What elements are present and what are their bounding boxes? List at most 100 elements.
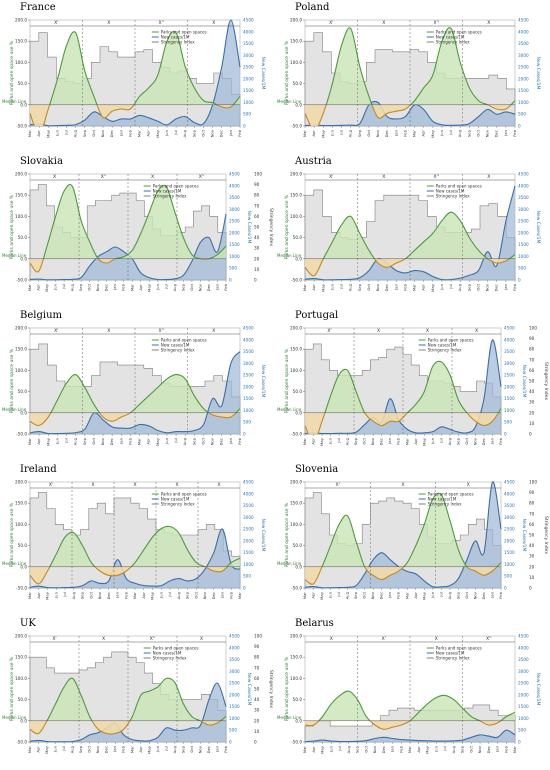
chart-poland: X' X X'' X -50.0 0.0 50.0 100.0 150.0 200.0 Parks … bbox=[277, 18, 541, 138]
legend-label-parks: Parks and open spaces bbox=[161, 30, 207, 35]
x-tick-label: Sep bbox=[455, 591, 460, 599]
cases-tick-label: 2000 bbox=[518, 692, 529, 697]
x-tick-label: Apr bbox=[311, 592, 316, 599]
cases-tick-label: 0 bbox=[518, 740, 521, 745]
x-tick-label: Aug bbox=[176, 591, 181, 599]
phase-label: X bbox=[212, 20, 215, 26]
legend-label-cases: New cases/1M bbox=[436, 651, 465, 656]
cases-tick-label: 1500 bbox=[243, 550, 254, 555]
x-tick-label: Sep bbox=[82, 437, 87, 445]
cases-tick-label: 2500 bbox=[243, 373, 254, 378]
stringency-tick-label: 40 bbox=[529, 389, 535, 394]
left-tick-label: 100.0 bbox=[15, 60, 27, 65]
stringency-tick-label: 80 bbox=[529, 347, 535, 352]
x-tick-label: Jun bbox=[328, 745, 333, 753]
cases-axis-title: New Cases/1M bbox=[535, 673, 541, 706]
x-tick-label: Apr bbox=[36, 284, 41, 291]
phase-label: X' bbox=[49, 482, 53, 488]
left-tick-label: 50.0 bbox=[18, 543, 28, 548]
cases-tick-label: 4500 bbox=[504, 480, 515, 485]
stringency-axis-title: Stringency Index bbox=[268, 208, 274, 246]
left-tick-label: 50.0 bbox=[18, 389, 28, 394]
cases-area bbox=[305, 185, 515, 280]
parks-area-negative bbox=[30, 412, 237, 426]
cases-tick-label: 1000 bbox=[518, 716, 529, 721]
stringency-tick-label: 100 bbox=[254, 634, 262, 639]
phase-label: X bbox=[330, 636, 333, 642]
parks-area-positive bbox=[30, 31, 240, 105]
left-tick-label: 200.0 bbox=[15, 326, 27, 331]
left-tick-label: 0.0 bbox=[295, 256, 302, 261]
legend-label-stringency: Stringency Index bbox=[436, 40, 470, 45]
x-tick-label: Aug bbox=[172, 745, 177, 753]
median-line-label: Median Line bbox=[2, 407, 27, 412]
x-tick-label: Jul bbox=[173, 130, 178, 136]
x-tick-label: Mar bbox=[404, 592, 409, 600]
x-tick-label: Sep bbox=[191, 129, 196, 137]
x-tick-label: Aug bbox=[451, 745, 456, 753]
country-title: Slovenia bbox=[295, 464, 339, 475]
x-tick-label: Oct bbox=[362, 438, 367, 445]
stringency-tick-label: 40 bbox=[254, 697, 260, 702]
x-tick-label: May bbox=[319, 591, 324, 600]
left-axis-title: Parks and open space use % bbox=[9, 40, 15, 105]
stringency-tick-label: 10 bbox=[254, 267, 260, 272]
x-tick-label: Apr bbox=[311, 130, 316, 137]
x-tick-label: Jan bbox=[393, 129, 398, 136]
x-tick-label: Jul bbox=[167, 592, 172, 598]
x-tick-label: Oct bbox=[91, 130, 96, 137]
cases-tick-label: 3500 bbox=[518, 195, 529, 200]
x-tick-label: Jun bbox=[164, 437, 169, 445]
x-tick-label: Feb bbox=[121, 283, 126, 290]
x-tick-label: Mar bbox=[129, 284, 134, 292]
x-tick-label: Jul bbox=[438, 438, 443, 444]
cases-area bbox=[30, 351, 240, 434]
x-tick-label: Sep bbox=[353, 591, 358, 599]
cases-tick-label: 3000 bbox=[229, 207, 240, 212]
cases-tick-label: 2000 bbox=[504, 384, 515, 389]
x-tick-label: Jan bbox=[503, 283, 508, 290]
x-tick-label: Apr bbox=[36, 746, 41, 753]
parks-series-line bbox=[49, 30, 240, 105]
x-tick-label: Oct bbox=[193, 592, 198, 599]
phase-label: X'' bbox=[159, 20, 165, 26]
left-tick-label: 100.0 bbox=[15, 368, 27, 373]
x-tick-label: Apr bbox=[138, 284, 143, 291]
x-tick-label: Oct bbox=[87, 284, 92, 291]
x-tick-label: Feb bbox=[512, 129, 517, 136]
x-tick-label: Jan bbox=[215, 283, 220, 290]
x-tick-label: Aug bbox=[182, 129, 187, 137]
left-tick-label: -50.0 bbox=[291, 124, 302, 129]
stringency-tick-label: 70 bbox=[529, 511, 535, 516]
x-tick-label: Sep bbox=[78, 745, 83, 753]
stringency-tick-label: 30 bbox=[254, 246, 260, 251]
x-tick-label: Nov bbox=[477, 745, 482, 753]
cases-tick-label: 3000 bbox=[243, 515, 254, 520]
chart-austria: X' X X'' X -50.0 0.0 50.0 100.0 150.0 200.0 Parks … bbox=[277, 172, 541, 292]
x-tick-label: Jun bbox=[53, 745, 58, 753]
x-tick-label: Oct bbox=[201, 130, 206, 137]
x-tick-label: Dec bbox=[379, 592, 384, 599]
phase-label: X bbox=[426, 328, 429, 334]
cases-tick-label: 3500 bbox=[504, 503, 515, 508]
x-tick-label: Aug bbox=[346, 745, 351, 753]
x-tick-label: May bbox=[425, 745, 430, 754]
x-tick-label: Aug bbox=[172, 283, 177, 291]
stringency-tick-label: 0 bbox=[254, 740, 257, 745]
x-tick-label: Nov bbox=[485, 129, 490, 137]
x-tick-label: Jul bbox=[336, 438, 341, 444]
left-tick-label: 100.0 bbox=[15, 522, 27, 527]
x-tick-label: Jul bbox=[173, 438, 178, 444]
stringency-tick-label: 20 bbox=[529, 410, 535, 415]
legend-label-parks: Parks and open spaces bbox=[153, 646, 199, 651]
x-tick-label: Sep bbox=[355, 745, 360, 753]
phase-label: X bbox=[217, 482, 220, 488]
x-tick-label: Mar bbox=[412, 284, 417, 292]
x-tick-label: May bbox=[421, 437, 426, 446]
stringency-axis-title: Stringency Index bbox=[543, 516, 549, 554]
x-tick-label: Feb bbox=[127, 129, 132, 136]
phase-label: X bbox=[151, 174, 154, 180]
cases-tick-label: 2000 bbox=[504, 538, 515, 543]
x-tick-label: Jun bbox=[329, 283, 334, 291]
x-tick-label: Feb bbox=[396, 437, 401, 444]
